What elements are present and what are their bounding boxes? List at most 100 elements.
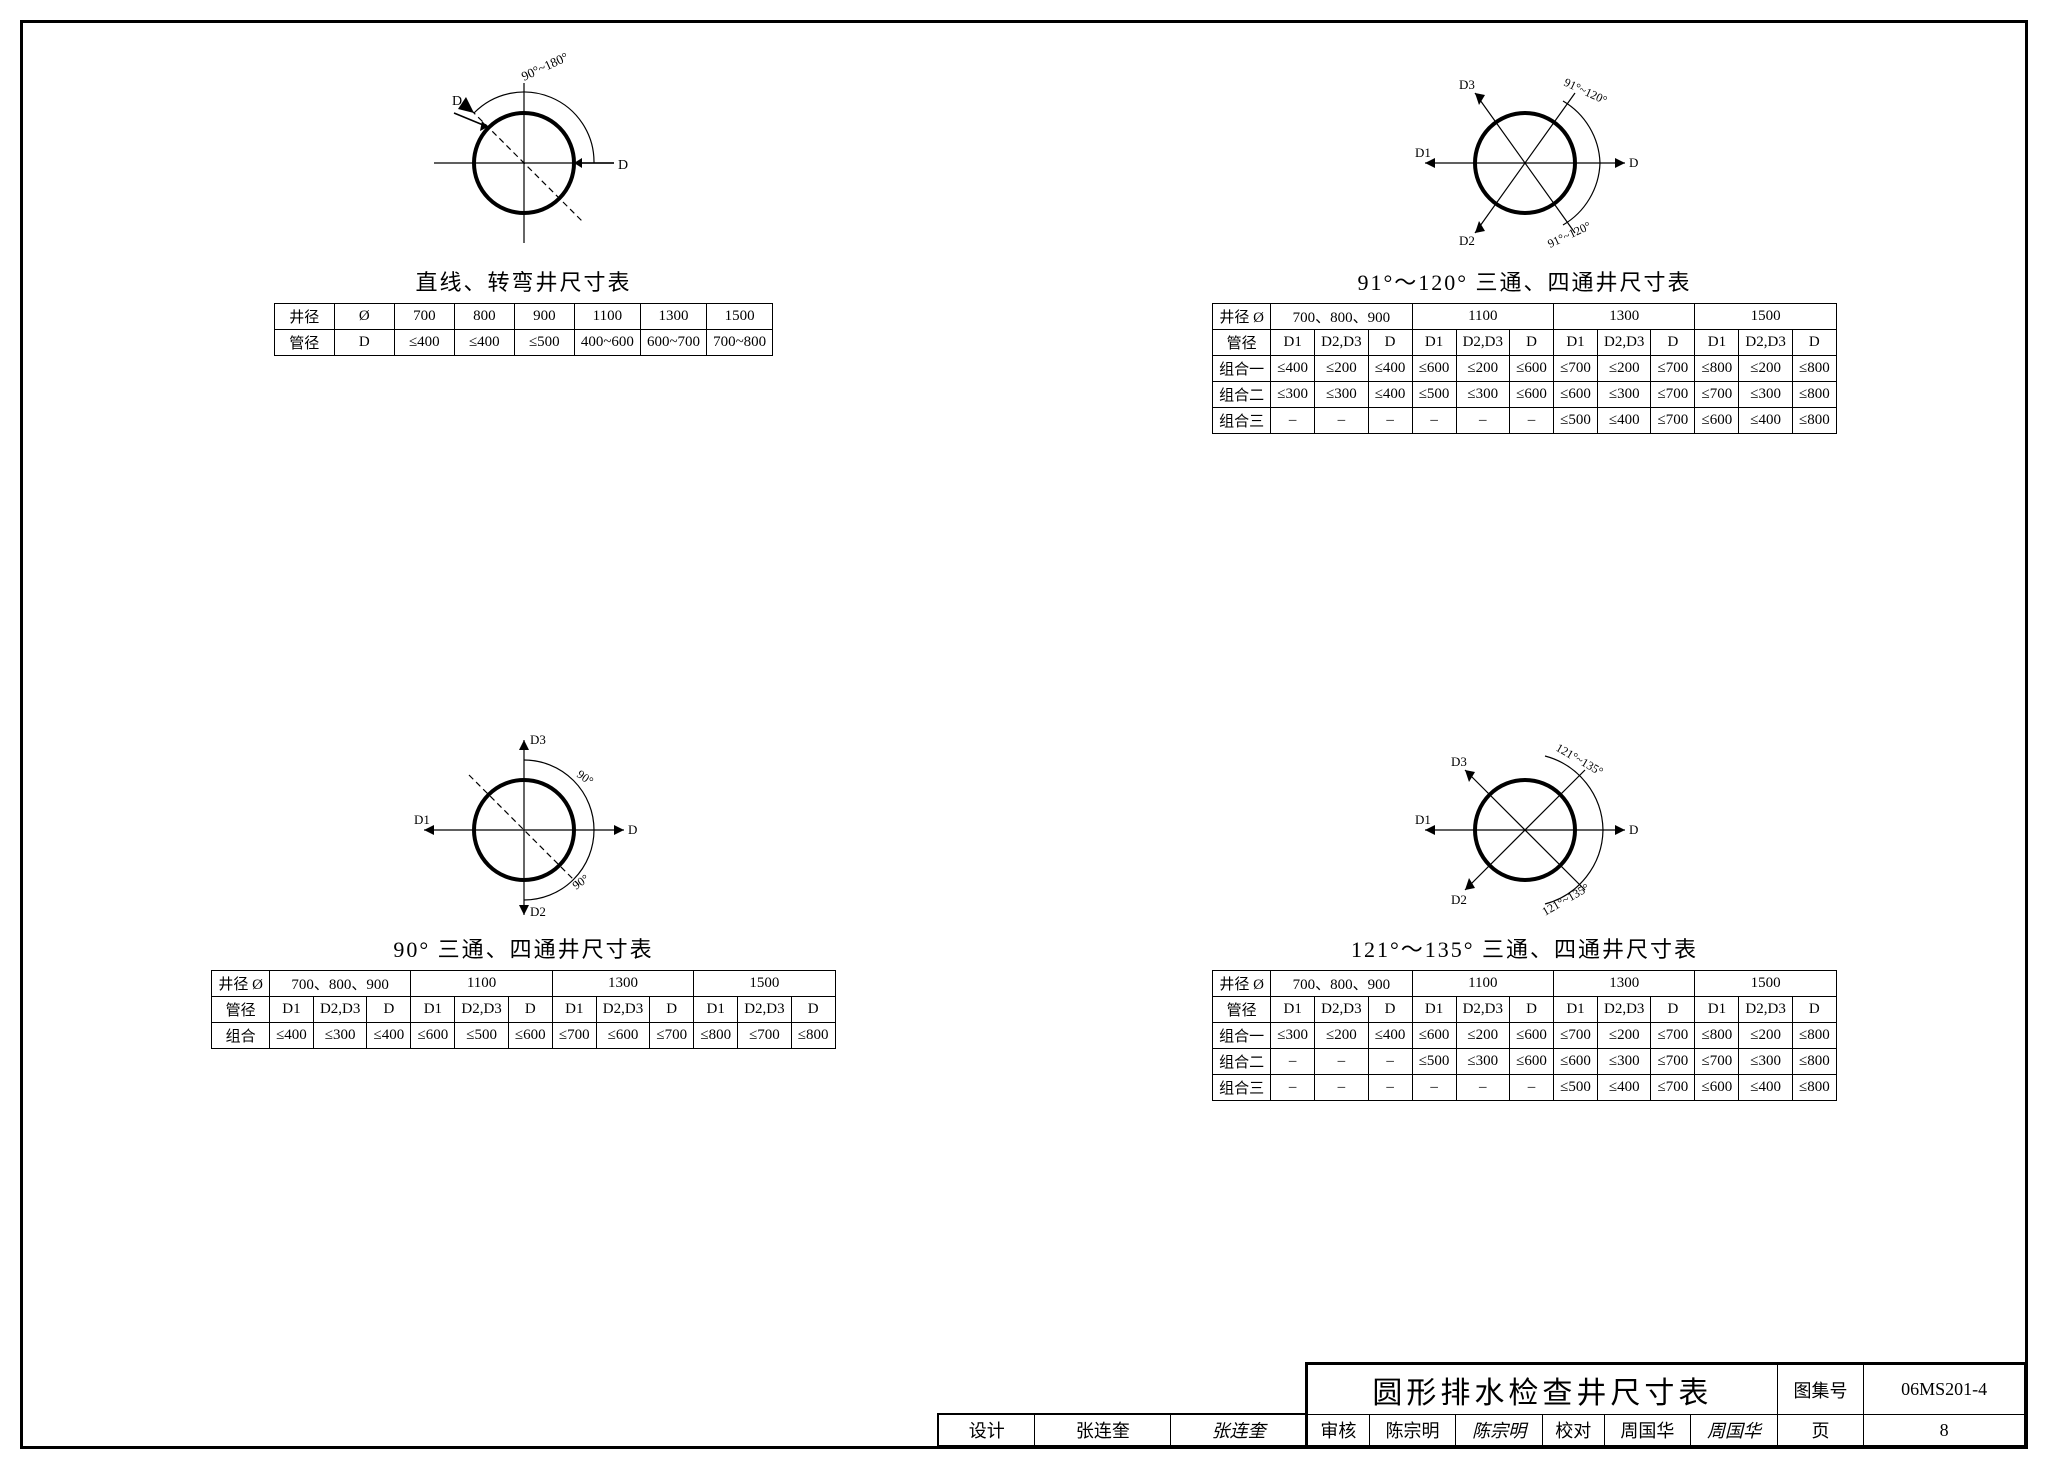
cell-2-0: 组合三 (1213, 408, 1271, 434)
label-arc-bottom: 90° (569, 871, 591, 892)
diagram-straight-bend: D D 90°~180° (394, 53, 654, 253)
drawing-title: 圆形排水检查井尺寸表 (1308, 1365, 1778, 1415)
sub-6: D1 (1554, 996, 1598, 1022)
label-D3: D3 (1459, 77, 1475, 92)
title-block: 圆形排水检查井尺寸表 图集号 06MS201-4 审核 陈宗明 陈宗明 校对 周… (1305, 1362, 2025, 1446)
cell-0-3: ≤400 (1368, 1022, 1412, 1048)
sub-11: D (1792, 330, 1836, 356)
group-1: 1100 (1412, 304, 1553, 330)
cell-1-5: ≤300 (1456, 382, 1509, 408)
caption-1: 直线、转弯井尺寸表 (415, 265, 631, 297)
label-arc-bottom: 91°~120° (1545, 218, 1593, 250)
cell-1-9: ≤700 (1651, 1048, 1695, 1074)
cell-2-11: ≤400 (1739, 1074, 1792, 1100)
label-D3: D3 (530, 732, 546, 747)
label-arc: 90°~180° (518, 53, 570, 84)
label-D: D (628, 822, 637, 837)
diagram-91-120: D1 D D3 D2 91°~120° 91°~120° (1395, 53, 1655, 253)
cell-0-5: ≤200 (1456, 1022, 1509, 1048)
sub-5: D (508, 996, 552, 1022)
cell-0-2: ≤300 (313, 1022, 366, 1048)
caption-4: 121°～135° 三通、四通井尺寸表 (1351, 932, 1698, 964)
cell-0-12: ≤800 (791, 1022, 835, 1048)
cell-1-1: ≤300 (1271, 382, 1315, 408)
panel-90: D1 D D3 D2 90° 90° 90° 三通、四通井尺寸表 井径 Ø700… (63, 720, 984, 1327)
cell-0-3: ≤400 (1368, 356, 1412, 382)
cell-1-10: ≤700 (1695, 1048, 1739, 1074)
label-design: 设计 (938, 1414, 1035, 1446)
cell-0-5: ≤500 (455, 1022, 508, 1048)
t1h2: 700 (394, 304, 454, 330)
cell-0-8: ≤600 (596, 1022, 649, 1048)
hdr-diameter: 井径 Ø (1213, 304, 1271, 330)
sub-4: D2,D3 (1456, 996, 1509, 1022)
t1h6: 1300 (640, 304, 706, 330)
cell-2-6: – (1510, 1074, 1554, 1100)
page-no: 8 (1864, 1415, 2025, 1446)
cell-0-4: ≤600 (1412, 356, 1456, 382)
cell-1-12: ≤800 (1792, 382, 1836, 408)
cell-1-12: ≤800 (1792, 1048, 1836, 1074)
sub-10: D2,D3 (1739, 996, 1792, 1022)
cell-2-9: ≤700 (1651, 408, 1695, 434)
sub-8: D (650, 996, 694, 1022)
label-D1: D1 (1415, 812, 1431, 827)
cell-0-1: ≤400 (1271, 356, 1315, 382)
label-D: D (1629, 155, 1638, 170)
review-name: 陈宗明 (1369, 1415, 1456, 1446)
hdr-pipe: 管径 (1213, 330, 1271, 356)
table-121-135: 井径 Ø700、800、900110013001500管径D1D2,D3DD1D… (1212, 970, 1837, 1101)
content-grid: D D 90°~180° 直线、转弯井尺寸表 井径 Ø 700 800 900 … (63, 53, 1985, 1326)
cell-0-3: ≤400 (367, 1022, 411, 1048)
cell-0-12: ≤800 (1792, 1022, 1836, 1048)
t1r1: D (334, 330, 394, 356)
sub-7: D2,D3 (1598, 330, 1651, 356)
cell-0-12: ≤800 (1792, 356, 1836, 382)
cell-1-8: ≤300 (1598, 382, 1651, 408)
group-1: 1100 (411, 970, 552, 996)
t1r6: 600~700 (640, 330, 706, 356)
t1r3: ≤400 (454, 330, 514, 356)
design-name: 张连奎 (1035, 1414, 1171, 1446)
cell-2-8: ≤400 (1598, 1074, 1651, 1100)
t1r2: ≤400 (394, 330, 454, 356)
cell-2-2: – (1315, 408, 1368, 434)
cell-0-9: ≤700 (1651, 1022, 1695, 1048)
cell-0-2: ≤200 (1315, 1022, 1368, 1048)
label-D-left: D (452, 94, 462, 109)
cell-2-8: ≤400 (1598, 408, 1651, 434)
design-sig: 张连奎 (1171, 1414, 1307, 1446)
cell-1-11: ≤300 (1739, 1048, 1792, 1074)
t1h3: 800 (454, 304, 514, 330)
group-2: 1300 (552, 970, 693, 996)
t1h4: 900 (514, 304, 574, 330)
cell-0-1: ≤300 (1271, 1022, 1315, 1048)
hdr-diameter: 井径 Ø (212, 970, 270, 996)
t1h0: 井径 (274, 304, 334, 330)
sub-5: D (1510, 330, 1554, 356)
cell-2-7: ≤500 (1554, 1074, 1598, 1100)
group-0: 700、800、900 (1271, 970, 1412, 996)
cell-1-5: ≤300 (1456, 1048, 1509, 1074)
cell-1-3: ≤400 (1368, 382, 1412, 408)
cell-1-4: ≤500 (1412, 1048, 1456, 1074)
cell-2-4: – (1412, 408, 1456, 434)
label-review: 审核 (1308, 1415, 1370, 1446)
sub-7: D2,D3 (596, 996, 649, 1022)
sub-5: D (1510, 996, 1554, 1022)
sub-1: D2,D3 (1315, 330, 1368, 356)
group-2: 1300 (1554, 970, 1695, 996)
panel-121-135: D1 D D3 D2 121°~135° 121°~135° 121°～135°… (1064, 720, 1985, 1327)
sub-8: D (1651, 996, 1695, 1022)
cell-0-5: ≤200 (1456, 356, 1509, 382)
cell-2-9: ≤700 (1651, 1074, 1695, 1100)
sub-3: D1 (1412, 996, 1456, 1022)
label-arc-bottom: 121°~135° (1539, 880, 1591, 918)
t1h1: Ø (334, 304, 394, 330)
cell-2-5: – (1456, 1074, 1509, 1100)
sub-2: D (367, 996, 411, 1022)
t1h7: 1500 (707, 304, 773, 330)
cell-1-7: ≤600 (1554, 382, 1598, 408)
t1r5: 400~600 (574, 330, 640, 356)
cell-0-2: ≤200 (1315, 356, 1368, 382)
